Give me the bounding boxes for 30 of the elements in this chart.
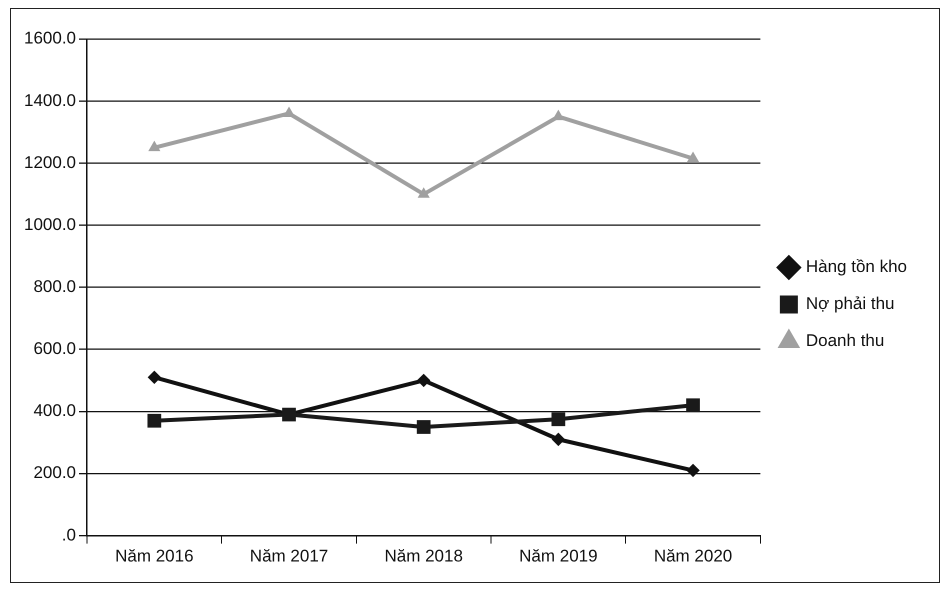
legend-label: Doanh thu	[806, 331, 884, 350]
point	[148, 141, 160, 152]
point	[418, 188, 430, 198]
point	[686, 464, 700, 477]
point	[147, 414, 162, 428]
point	[686, 398, 700, 412]
point	[551, 412, 566, 426]
x-tick-label: Năm 2017	[250, 546, 328, 566]
point	[552, 432, 565, 446]
y-tick-label: 1600.0	[24, 28, 76, 48]
legend-label: Nợ phải thu	[806, 294, 895, 314]
x-tick-label: Năm 2019	[519, 546, 598, 566]
point	[283, 106, 295, 117]
y-tick-label: 1000.0	[24, 214, 76, 234]
y-tick-label: 200.0	[33, 463, 76, 482]
y-tick-label: .0	[62, 525, 76, 544]
legend-label: Hàng tồn kho	[806, 257, 908, 276]
y-tick-label: 800.0	[33, 276, 76, 296]
point	[417, 374, 430, 387]
point	[148, 370, 161, 384]
y-tick-label: 1200.0	[24, 152, 76, 172]
x-tick-label: Năm 2020	[654, 546, 732, 566]
point	[552, 110, 564, 120]
y-tick-label: 400.0	[33, 401, 76, 420]
point	[416, 420, 431, 434]
y-tick-label: 600.0	[33, 339, 76, 358]
x-tick-label: Năm 2016	[115, 546, 194, 566]
point	[687, 152, 699, 162]
y-tick-label: 1400.0	[24, 90, 76, 110]
x-tick-label: Năm 2018	[384, 546, 463, 566]
